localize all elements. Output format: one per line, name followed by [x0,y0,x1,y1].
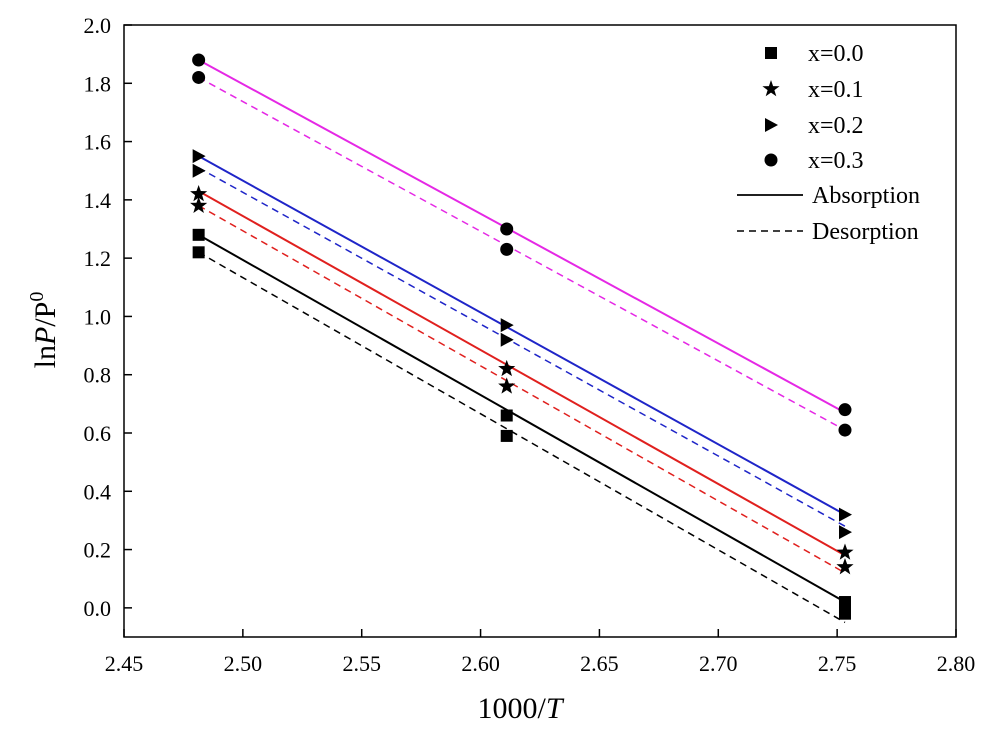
y-tick-label-2: 0.4 [84,479,112,504]
absorption-fit-line-0 [198,233,846,603]
point-desorption-0-2 [838,607,851,620]
plot-frame [123,24,957,638]
x-tick-label-3: 2.60 [461,651,500,676]
y-tick-label-8: 1.6 [84,130,112,155]
desorption-fit-line-1 [198,205,846,574]
point-desorption-3-0 [192,70,206,84]
legend-label-x01: x=0.1 [808,77,864,103]
legend-marker-triangle [765,118,778,132]
legend-label-x02: x=0.2 [808,113,864,139]
absorption-fit-line-1 [198,190,846,557]
legend-marker-square [765,47,777,59]
point-desorption-0-0 [192,246,205,259]
legend-marker-star [762,80,780,97]
x-tick-label-7: 2.80 [937,651,976,676]
point-desorption-3-2 [838,423,852,437]
legend-entry-desorption: Desorption [737,219,919,245]
x-tick-label-1: 2.50 [224,651,263,676]
point-absorption-3-2 [838,403,852,417]
point-desorption-1-0 [190,196,208,213]
legend-label-x03: x=0.3 [808,148,864,174]
y-tick-label-9: 1.8 [84,71,112,96]
point-desorption-0-1 [500,429,513,442]
point-desorption-1-2 [836,558,854,575]
legend-marker-circle [764,153,778,167]
legend-entry-absorption: Absorption [737,183,920,209]
y-tick-label-6: 1.2 [84,246,112,271]
desorption-fit-line-3 [198,76,846,431]
absorption-fit-line-2 [198,155,846,516]
y-tick-label-5: 1.0 [84,304,112,329]
legend-entry-x02: x=0.2 [765,113,864,139]
legend-label-desorption: Desorption [812,219,919,245]
x-tick-label-0: 2.45 [105,651,144,676]
y-tick-label-7: 1.4 [84,188,112,213]
legend: x=0.0 x=0.1 x=0.2 x=0.3 Absorption Desor… [737,41,920,245]
ticks-layer: 2.45 2.50 2.55 2.60 2.65 2.70 2.75 2.80 0.0 0.2 0.… [84,13,976,676]
point-absorption-0-1 [500,409,513,422]
data-points-layer [190,53,854,620]
x-axis-title: 1000/T [477,692,564,725]
x-tick-label-4: 2.65 [580,651,619,676]
point-absorption-2-2 [838,507,852,522]
point-absorption-2-0 [192,149,206,164]
y-tick-label-1: 0.2 [84,538,112,563]
point-desorption-3-1 [500,242,514,256]
legend-entry-x03: x=0.3 [764,148,864,174]
absorption-fit-line-3 [198,59,846,414]
point-desorption-2-0 [192,163,206,178]
legend-entry-x01: x=0.1 [762,77,864,103]
point-desorption-2-1 [500,332,514,347]
x-tick-label-5: 2.70 [699,651,738,676]
legend-label-absorption: Absorption [812,183,920,209]
y-tick-label-4: 0.8 [84,363,112,388]
point-absorption-2-1 [500,318,514,333]
x-tick-label-2: 2.55 [342,651,381,676]
legend-label-x00: x=0.0 [808,41,864,67]
y-tick-label-10: 2.0 [84,13,112,38]
point-absorption-0-2 [838,596,851,609]
x-tick-label-6: 2.75 [818,651,857,676]
y-tick-label-3: 0.6 [84,421,112,446]
fit-lines-layer [198,59,846,624]
point-absorption-3-0 [192,53,206,67]
legend-entry-x00: x=0.0 [765,41,864,67]
point-absorption-3-1 [500,222,514,236]
desorption-fit-line-2 [198,167,846,527]
point-desorption-1-1 [498,377,516,394]
y-axis-title: lnP/P0 [26,292,62,369]
point-absorption-1-1 [498,359,516,377]
y-tick-label-0: 0.0 [84,596,112,621]
point-desorption-2-2 [838,525,852,540]
point-absorption-1-2 [836,543,854,560]
point-absorption-0-0 [192,228,205,241]
point-absorption-1-0 [190,185,208,202]
desorption-fit-line-0 [198,251,846,624]
